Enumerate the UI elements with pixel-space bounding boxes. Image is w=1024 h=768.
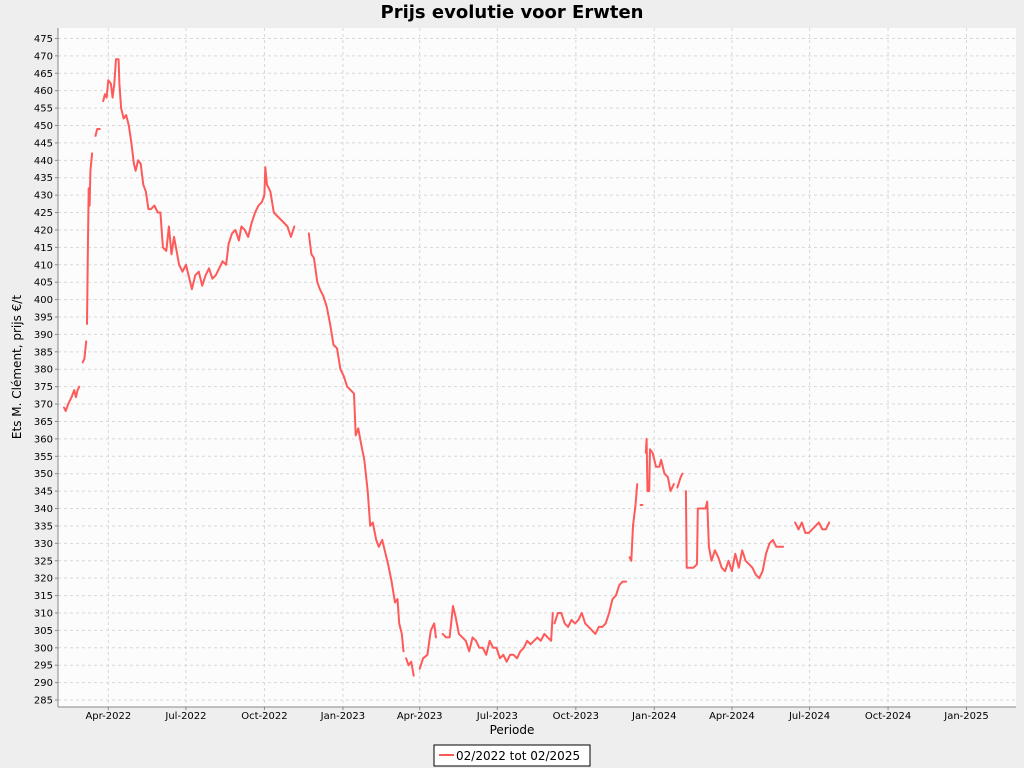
y-tick-label: 310 bbox=[34, 608, 53, 619]
x-tick-label: Jul-2024 bbox=[788, 711, 830, 722]
y-tick-label: 325 bbox=[34, 556, 53, 567]
y-tick-label: 375 bbox=[34, 382, 53, 393]
y-tick-label: 315 bbox=[34, 591, 53, 602]
series-line-segment bbox=[684, 490, 785, 580]
y-tick-label: 470 bbox=[34, 51, 53, 62]
y-tick-label: 455 bbox=[34, 104, 53, 115]
plot-area bbox=[58, 28, 1016, 707]
y-tick-label: 390 bbox=[34, 330, 53, 341]
series-line-segment bbox=[63, 385, 81, 412]
y-tick-label: 355 bbox=[34, 452, 53, 463]
legend: 02/2022 tot 02/2025 bbox=[433, 744, 591, 767]
x-tick-label: Oct-2022 bbox=[241, 711, 287, 722]
y-tick-label: 410 bbox=[34, 260, 53, 271]
x-tick-label: Jan-2025 bbox=[943, 711, 988, 722]
y-tick-label: 430 bbox=[34, 191, 53, 202]
x-axis-label: Periode bbox=[490, 723, 535, 737]
y-tick-label: 360 bbox=[34, 434, 53, 445]
y-tick-label: 475 bbox=[34, 34, 53, 45]
series-line-segment bbox=[676, 472, 684, 489]
series-line-segment bbox=[644, 437, 675, 493]
x-tick-label: Jul-2023 bbox=[476, 711, 518, 722]
y-tick-label: 340 bbox=[34, 504, 53, 515]
legend-label: 02/2022 tot 02/2025 bbox=[456, 749, 580, 763]
x-tick-label: Jul-2022 bbox=[164, 711, 206, 722]
series-line-segment bbox=[102, 58, 296, 291]
y-tick-label: 305 bbox=[34, 626, 53, 637]
x-tick-label: Oct-2024 bbox=[865, 711, 911, 722]
y-tick-label: 435 bbox=[34, 173, 53, 184]
series-line-segment bbox=[794, 521, 831, 534]
x-tick-label: Apr-2022 bbox=[85, 711, 131, 722]
series-line-segment bbox=[553, 580, 628, 635]
y-tick-label: 350 bbox=[34, 469, 53, 480]
chart-title: Prijs evolutie voor Erwten bbox=[381, 2, 644, 23]
y-tick-label: 335 bbox=[34, 521, 53, 532]
y-tick-label: 460 bbox=[34, 86, 53, 97]
series-line-segment bbox=[307, 232, 405, 653]
y-axis: 285 290 295 300 305 310 315 320 325 330 335 340 345 3… bbox=[34, 34, 58, 707]
series-lines bbox=[63, 58, 831, 677]
y-tick-label: 285 bbox=[34, 696, 53, 707]
series-line-segment bbox=[441, 605, 554, 663]
series-line-segment bbox=[94, 128, 101, 137]
y-tick-label: 320 bbox=[34, 574, 53, 585]
x-tick-label: Jan-2024 bbox=[631, 711, 676, 722]
y-tick-label: 400 bbox=[34, 295, 53, 306]
x-tick-label: Oct-2023 bbox=[553, 711, 599, 722]
y-tick-label: 370 bbox=[34, 400, 53, 411]
y-tick-label: 365 bbox=[34, 417, 53, 428]
y-tick-label: 415 bbox=[34, 243, 53, 254]
y-tick-label: 380 bbox=[34, 365, 53, 376]
y-tick-label: 395 bbox=[34, 313, 53, 324]
y-tick-label: 440 bbox=[34, 156, 53, 167]
series-line-segment bbox=[418, 622, 437, 670]
legend-box bbox=[433, 744, 591, 767]
y-axis-label: Ets M. Clément, prijs €/t bbox=[10, 295, 24, 439]
x-tick-label: Jan-2023 bbox=[320, 711, 365, 722]
series-line-segment bbox=[86, 152, 94, 325]
y-tick-label: 385 bbox=[34, 347, 53, 358]
y-tick-label: 300 bbox=[34, 643, 53, 654]
y-tick-label: 330 bbox=[34, 539, 53, 550]
series-line-segment bbox=[81, 340, 88, 364]
grid bbox=[58, 28, 1016, 707]
x-axis: Apr-2022 Jul-2022 Oct-2022 Jan-2023 Apr-2023… bbox=[85, 707, 989, 722]
y-tick-label: 345 bbox=[34, 487, 53, 498]
x-tick-label: Apr-2024 bbox=[709, 711, 755, 722]
y-tick-label: 420 bbox=[34, 225, 53, 236]
y-tick-label: 465 bbox=[34, 69, 53, 80]
y-tick-label: 405 bbox=[34, 278, 53, 289]
y-tick-label: 295 bbox=[34, 661, 53, 672]
y-tick-label: 290 bbox=[34, 678, 53, 689]
y-tick-label: 425 bbox=[34, 208, 53, 219]
y-tick-label: 450 bbox=[34, 121, 53, 132]
x-tick-label: Apr-2023 bbox=[397, 711, 443, 722]
series-line-segment bbox=[628, 483, 639, 562]
series-line-segment bbox=[405, 657, 415, 677]
y-tick-label: 445 bbox=[34, 138, 53, 149]
